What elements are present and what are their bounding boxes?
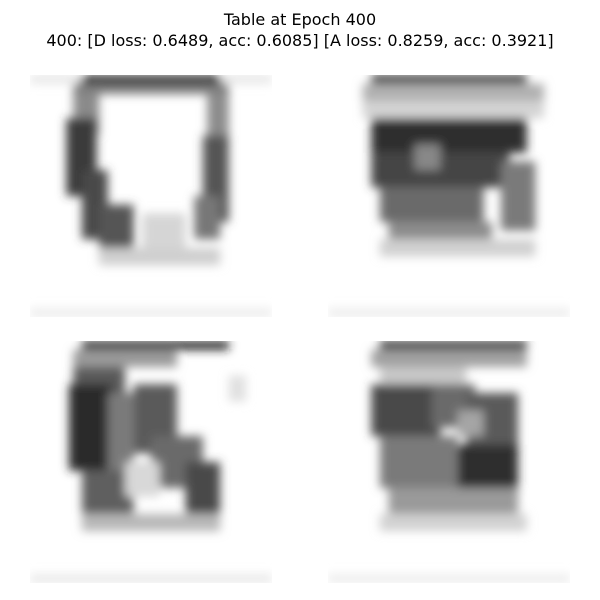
- sample-2-grayscale-image: [328, 75, 570, 317]
- generated-sample-image-2: [328, 75, 570, 317]
- sample-1-grayscale-image: [30, 75, 272, 317]
- figure-title-block: Table at Epoch 400 400: [D loss: 0.6489,…: [0, 9, 600, 51]
- generated-sample-image-4: [328, 341, 570, 583]
- generated-sample-image-1: [30, 75, 272, 317]
- figure-subtitle: 400: [D loss: 0.6489, acc: 0.6085] [A lo…: [46, 31, 554, 50]
- sample-3-grayscale-image: [30, 341, 272, 583]
- sample-4-grayscale-image: [328, 341, 570, 583]
- generated-sample-image-3: [30, 341, 272, 583]
- figure-title: Table at Epoch 400: [223, 10, 377, 29]
